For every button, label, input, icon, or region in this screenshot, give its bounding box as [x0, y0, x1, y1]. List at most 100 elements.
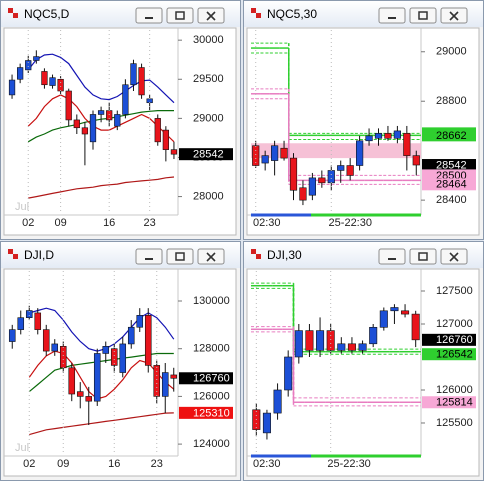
candle-body [25, 310, 33, 318]
candle-body [271, 145, 279, 161]
y-tick-label: 28800 [436, 95, 467, 107]
candle-body [41, 71, 48, 86]
window-title: DJI,30 [267, 248, 302, 262]
candle-body [280, 147, 288, 159]
x-tick-label: 25-22:30 [329, 217, 372, 229]
restore-button[interactable] [166, 248, 194, 265]
y-tick-label: 130000 [193, 295, 230, 307]
window-icon [8, 249, 13, 254]
candle-body [170, 149, 178, 155]
y-tick-label: 29000 [436, 46, 467, 58]
window-icon [13, 13, 18, 18]
price-tag [179, 372, 233, 385]
chart-area [3, 27, 237, 236]
y-tick-label: 127500 [436, 285, 473, 297]
chart-area [246, 268, 480, 477]
candle-body [68, 367, 76, 395]
candle-body [97, 110, 105, 115]
indicator-line [27, 53, 175, 104]
price-tag [422, 129, 476, 142]
plot: 280002850029000295003000002091623Jul2854… [8, 30, 233, 229]
y-tick-label: 30000 [193, 34, 224, 46]
candle-body [316, 330, 325, 351]
window-title: NQC5,D [24, 7, 70, 21]
candle-body [114, 114, 121, 127]
candle-body [337, 165, 345, 171]
candle-body [289, 157, 298, 191]
price-tag [422, 396, 476, 409]
candle-body [138, 67, 145, 96]
candle-body [412, 155, 420, 166]
button-glyph [175, 252, 185, 261]
x-tick-label: 16 [108, 458, 120, 470]
candle-body [110, 348, 118, 366]
restore-button[interactable] [409, 7, 437, 24]
plot: 124000 126000 128000 130000 02 09 16 23 Jul 12676… [8, 271, 233, 470]
price-tag-label: 125814 [436, 397, 473, 409]
price-tag-label: 28542 [436, 159, 467, 171]
candle-body [65, 90, 72, 121]
y-tick-label: 126000 [436, 384, 473, 396]
x-tick-label: 09 [54, 217, 66, 229]
candle-body [403, 133, 411, 156]
candle-body [369, 326, 378, 345]
candle-body [144, 315, 152, 366]
candle-body [42, 329, 50, 352]
minimize-button[interactable] [378, 7, 406, 24]
y-tick-label: 126000 [193, 390, 230, 402]
candle-body [49, 77, 56, 86]
restore-button[interactable] [409, 248, 437, 265]
candle-body [130, 63, 137, 86]
candle-body [358, 343, 367, 351]
candle-body [89, 114, 97, 143]
candle-body [390, 307, 399, 312]
candle-body [59, 346, 67, 369]
candle-body [25, 60, 32, 71]
x-tick-label: 09 [57, 458, 69, 470]
candle-body [273, 389, 282, 414]
candle-body [170, 374, 178, 379]
candle-body [102, 346, 110, 354]
candle-body [379, 310, 388, 328]
indicator-line [29, 412, 174, 436]
candle-body [161, 372, 169, 397]
price-tag-label: 126760 [436, 334, 473, 346]
x-tick-label: 16 [103, 217, 115, 229]
minimize-button[interactable] [135, 248, 163, 265]
candle-body [365, 135, 373, 142]
window-title: NQC5,30 [267, 7, 317, 21]
price-tag-label: 28464 [436, 179, 467, 191]
candle-body [33, 56, 40, 61]
window-icon [8, 8, 13, 13]
button-glyph [175, 11, 185, 20]
restore-button[interactable] [166, 7, 194, 24]
x-tick-label: 02:30 [253, 217, 281, 229]
candle-body [119, 343, 127, 373]
candle-body [17, 317, 25, 330]
price-tag-label: 126760 [193, 373, 230, 385]
x-tick-label: 25-22:30 [327, 458, 370, 470]
candle-body [356, 140, 364, 166]
candle-body [308, 177, 316, 196]
candle-body [347, 343, 356, 351]
candle-body [305, 330, 314, 351]
candle-body [93, 353, 101, 402]
x-tick-label: 02 [22, 217, 34, 229]
period-label: Jul [15, 201, 29, 213]
x-tick-label: 02 [23, 458, 35, 470]
candle-body [294, 330, 303, 358]
price-tag [422, 178, 476, 191]
candle-body [262, 412, 271, 434]
minimize-button[interactable] [378, 248, 406, 265]
minimize-button[interactable] [135, 7, 163, 24]
y-tick-label: 128000 [193, 343, 230, 355]
y-tick-label: 29500 [193, 73, 224, 85]
button-glyph [206, 252, 216, 262]
candle-body [57, 78, 64, 92]
candle-body [8, 329, 16, 342]
candle-body [136, 315, 144, 328]
candle-body [284, 356, 293, 391]
candle-body [154, 118, 161, 143]
indicator-line [28, 176, 175, 199]
window-icon [251, 8, 256, 13]
